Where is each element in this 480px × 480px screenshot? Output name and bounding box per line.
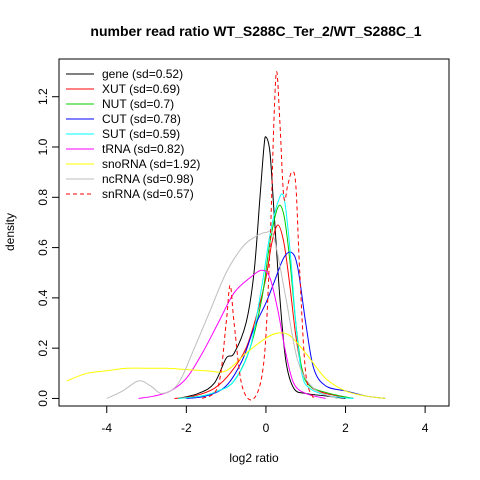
x-tick-label: -2	[181, 421, 192, 435]
legend-label: CUT (sd=0.78)	[102, 112, 181, 126]
series-layer	[66, 71, 386, 401]
legend-label: snRNA (sd=0.57)	[102, 187, 194, 201]
series-line-6	[66, 332, 386, 399]
y-tick-label: 0.6	[36, 239, 50, 256]
x-tick-label: 4	[422, 421, 429, 435]
chart-title: number read ratio WT_S288C_Ter_2/WT_S288…	[90, 23, 421, 39]
legend: gene (sd=0.52)XUT (sd=0.69)NUT (sd=0.7)C…	[66, 67, 200, 201]
legend-label: XUT (sd=0.69)	[102, 82, 180, 96]
x-axis: -4 -2 0 2 4	[101, 405, 429, 435]
y-tick-label: 0.2	[36, 340, 50, 357]
legend-label: NUT (sd=0.7)	[102, 97, 174, 111]
legend-label: ncRNA (sd=0.98)	[102, 172, 194, 186]
series-line-0	[178, 136, 346, 399]
series-line-8	[201, 71, 315, 401]
x-tick-label: -4	[101, 421, 112, 435]
legend-label: tRNA (sd=0.82)	[102, 142, 184, 156]
series-line-7	[106, 230, 338, 399]
y-axis-label: density	[3, 213, 17, 251]
y-tick-label: 1.0	[36, 138, 50, 155]
y-axis: 0.0 0.2 0.4 0.6 0.8 1.0 1.2	[36, 88, 60, 407]
x-tick-label: 2	[342, 421, 349, 435]
y-tick-label: 0.0	[36, 390, 50, 407]
legend-label: gene (sd=0.52)	[102, 67, 183, 81]
x-axis-label: log2 ratio	[229, 451, 279, 465]
y-tick-label: 0.8	[36, 189, 50, 206]
legend-label: snoRNA (sd=1.92)	[102, 157, 200, 171]
series-line-5	[138, 269, 326, 399]
y-tick-label: 0.4	[36, 289, 50, 306]
legend-label: SUT (sd=0.59)	[102, 127, 180, 141]
y-tick-label: 1.2	[36, 88, 50, 105]
x-tick-label: 0	[263, 421, 270, 435]
series-line-4	[178, 193, 354, 399]
series-line-1	[174, 224, 354, 399]
series-line-3	[186, 251, 386, 399]
